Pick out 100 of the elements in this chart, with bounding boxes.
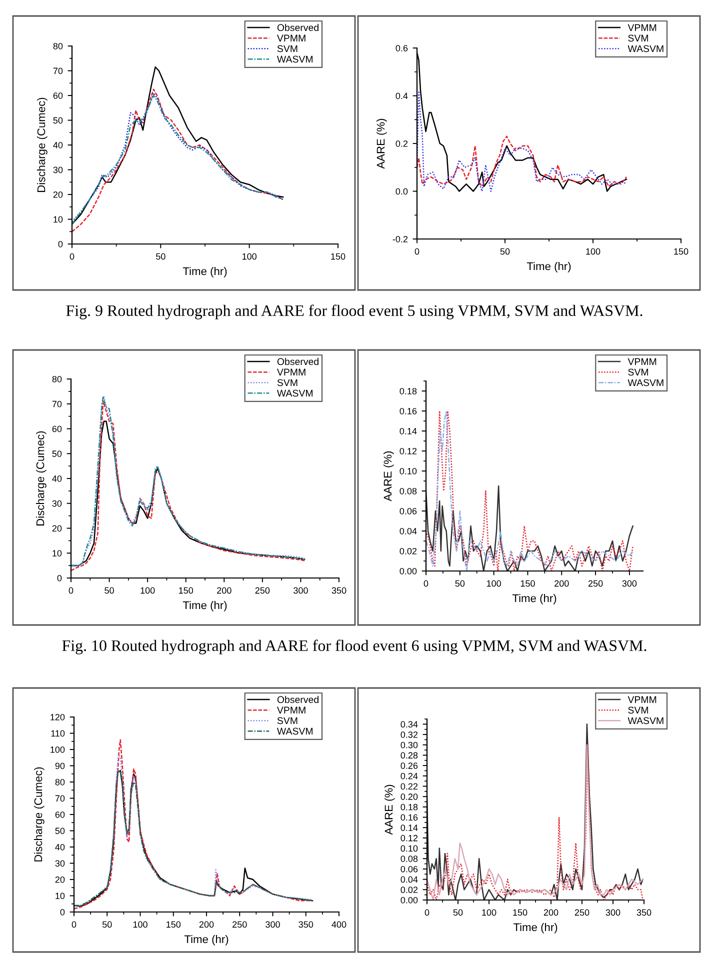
x-tick-label: 300: [294, 587, 308, 594]
y-tick-label: 30: [53, 166, 63, 174]
x-tick-label: 300: [622, 580, 637, 587]
y-tick-label: 70: [52, 400, 62, 408]
y-tick-label: 0.4: [396, 92, 408, 100]
x-tick-label: 150: [166, 921, 181, 928]
y-tick-label: 0.10: [400, 845, 418, 852]
y-tick-label: 0.16: [400, 814, 418, 821]
x-tick-label: 400: [332, 921, 346, 928]
y-tick-label: 0.14: [400, 824, 418, 831]
y-tick-label: 60: [52, 426, 62, 432]
legend-label: WASVM: [276, 728, 312, 735]
x-tick-label: 150: [179, 587, 194, 594]
y-tick-label: 0.28: [400, 752, 418, 759]
x-tick-label: 250: [588, 580, 603, 587]
legend-label: WASVM: [276, 390, 312, 397]
x-tick-label: 100: [140, 587, 155, 594]
y-tick-label: 80: [53, 42, 63, 50]
y-tick-label: 0.12: [400, 448, 417, 454]
legend-label: WASVM: [628, 717, 664, 724]
legend-label: Observed: [277, 24, 318, 32]
y-axis-title: Discharge (Cumec): [34, 767, 44, 862]
line-series: [417, 136, 628, 188]
y-axis-title: Discharge (Cumec): [37, 98, 48, 192]
y-tick-label: 50: [52, 450, 62, 457]
x-tick-label: 50: [156, 253, 166, 260]
y-tick-label: 60: [53, 92, 63, 99]
x-tick-label: 0: [424, 909, 430, 916]
y-tick-label: 90: [55, 762, 65, 770]
y-tick-label: 0.18: [400, 388, 417, 394]
y-tick-label: 110: [51, 730, 65, 737]
y-tick-label: 0.18: [400, 804, 418, 810]
x-tick-label: 300: [606, 909, 620, 916]
legend-label: SVM: [277, 717, 298, 724]
y-tick-label: 0.10: [400, 468, 417, 474]
x-tick-label: 250: [574, 909, 590, 916]
y-tick-label: 0.2: [396, 140, 408, 147]
x-axis-title: Time (hr): [513, 923, 558, 934]
y-tick-label: 70: [55, 795, 65, 802]
y-axis-title: AARE (%): [383, 451, 394, 502]
legend-label: Observed: [277, 696, 318, 704]
y-tick-label: 0.6: [396, 44, 408, 52]
y-tick-label: 30: [55, 860, 65, 867]
legend-label: VPMM: [276, 34, 306, 42]
caption: Fig. 9 Routed hydrograph and AARE for flood event 5 using VPMM, SVM and WASVM.: [66, 304, 642, 320]
y-tick-label: 0.06: [400, 508, 417, 514]
x-axis-title: Time (hr): [182, 267, 227, 278]
x-tick-label: 150: [331, 253, 346, 260]
x-tick-label: 100: [586, 248, 600, 255]
x-tick-label: 0: [424, 580, 428, 587]
y-tick-label: -0.2: [392, 236, 408, 242]
y-tick-label: 0: [58, 240, 63, 248]
x-tick-label: 200: [554, 580, 569, 587]
y-axis-title: AARE (%): [376, 118, 387, 169]
y-axis-title: AARE (%): [384, 784, 395, 835]
x-tick-label: 50: [500, 248, 510, 255]
y-tick-label: 0.02: [400, 548, 417, 554]
x-tick-label: 200: [217, 587, 232, 594]
y-tick-label: 50: [53, 117, 63, 124]
line-series: [417, 90, 628, 192]
y-tick-label: 0.02: [400, 886, 418, 894]
x-tick-label: 100: [482, 909, 496, 916]
y-tick-label: 0.04: [400, 528, 417, 534]
y-tick-label: 0.04: [400, 876, 418, 883]
y-tick-label: 0.20: [400, 794, 418, 800]
y-tick-label: 60: [55, 811, 65, 818]
x-tick-label: 0: [72, 921, 76, 928]
x-tick-label: 0: [68, 587, 74, 594]
x-tick-label: 350: [332, 587, 346, 594]
x-tick-label: 50: [453, 909, 463, 916]
x-tick-label: 250: [255, 587, 270, 594]
y-tick-label: 10: [54, 216, 63, 223]
x-tick-label: 50: [455, 580, 465, 587]
x-tick-label: 350: [298, 921, 314, 928]
legend-label: WASVM: [628, 379, 664, 386]
x-axis-title: Time (hr): [182, 601, 227, 612]
y-tick-label: 0.0: [396, 188, 408, 195]
x-tick-label: 150: [674, 248, 688, 255]
x-tick-label: 300: [266, 921, 280, 928]
x-axis-title: Time (hr): [184, 935, 228, 946]
y-tick-label: 10: [56, 892, 65, 900]
y-tick-label: 0.24: [400, 772, 418, 780]
y-tick-label: 40: [52, 475, 62, 482]
legend-label: WASVM: [276, 56, 312, 63]
x-tick-label: 250: [232, 921, 247, 928]
x-tick-label: 100: [242, 253, 257, 260]
legend-label: VPMM: [628, 24, 656, 31]
legend-label: SVM: [277, 45, 298, 52]
x-tick-label: 150: [520, 580, 535, 587]
x-tick-label: 50: [104, 587, 114, 594]
y-tick-label: 80: [55, 778, 65, 786]
x-tick-label: 50: [102, 921, 112, 928]
x-tick-label: 0: [70, 253, 74, 260]
x-tick-label: 100: [486, 580, 501, 587]
caption: Fig. 10 Routed hydrograph and AARE for flood event 6 using VPMM, SVM and WASVM.: [62, 640, 646, 654]
line-series: [426, 410, 634, 571]
y-tick-label: 120: [50, 714, 65, 720]
legend-label: VPMM: [628, 696, 656, 703]
y-tick-label: 0.30: [400, 742, 418, 748]
y-tick-label: 0.00: [400, 896, 418, 904]
